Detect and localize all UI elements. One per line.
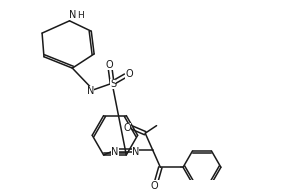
- Text: N: N: [132, 147, 139, 157]
- Text: N: N: [69, 10, 76, 20]
- Text: H: H: [77, 11, 84, 20]
- Text: O: O: [123, 124, 131, 134]
- Text: N: N: [87, 86, 94, 96]
- Text: O: O: [125, 69, 133, 79]
- Text: N: N: [111, 147, 119, 157]
- Text: S: S: [110, 79, 116, 89]
- Text: O: O: [105, 60, 113, 70]
- Text: O: O: [151, 181, 159, 190]
